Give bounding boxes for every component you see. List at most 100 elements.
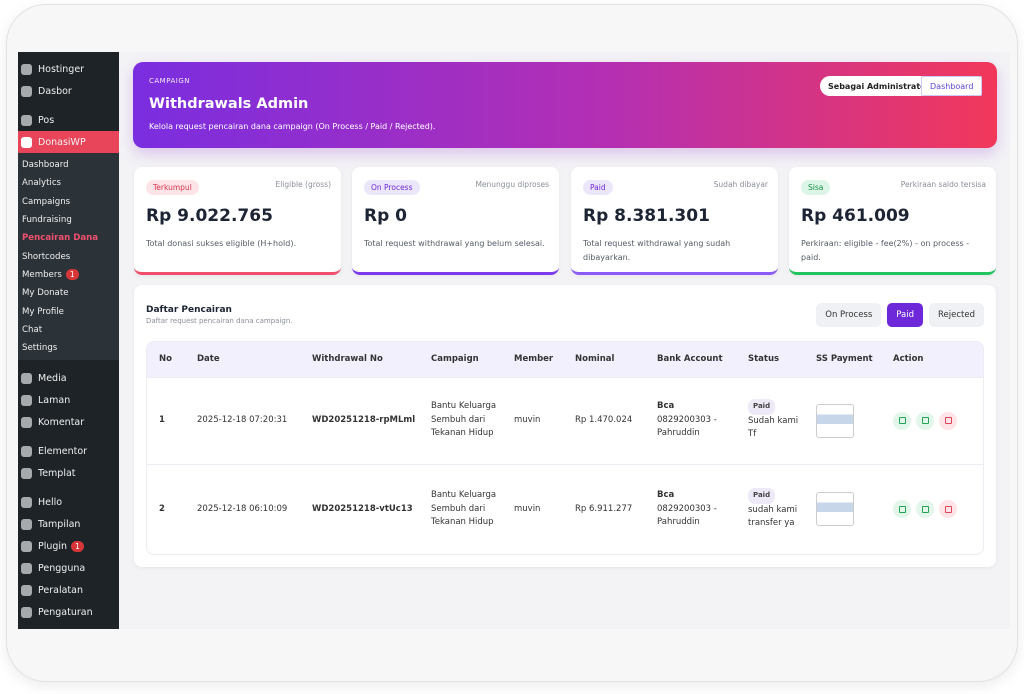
card-note: Eligible (gross) — [275, 180, 331, 189]
sidebar: Hostinger Dasbor Pos DonasiWP Dashboard Analy… — [18, 52, 119, 629]
withdrawal-table: No Date Withdrawal No Campaign Member Nominal… — [147, 342, 983, 554]
status-badge: Paid — [748, 488, 776, 504]
eyebrow: CAMPAIGN — [149, 77, 191, 85]
menu-icon — [21, 136, 32, 148]
cell-screenshot — [804, 376, 881, 464]
menu-label: Elementor — [38, 445, 88, 457]
cell-withdrawal: WD20251218-rpMLml — [300, 376, 419, 464]
menu-label: Komentar — [38, 416, 85, 428]
cell-member: muvin — [502, 463, 563, 554]
cell-no: 2 — [147, 463, 185, 554]
menu-item[interactable]: Pengaturan — [18, 601, 119, 623]
filter-button[interactable]: Paid — [887, 303, 924, 327]
menu-icon — [21, 85, 32, 97]
menu-item[interactable]: Media — [18, 367, 119, 389]
column-header: Member — [502, 342, 563, 377]
menu-item[interactable]: Hello — [18, 491, 119, 513]
menu-label: Laman — [38, 394, 71, 406]
delete-button[interactable] — [939, 500, 957, 519]
row-campaign: Bantu Keluarga Sembuh dari Tekanan Hidup — [431, 490, 497, 527]
filter-button[interactable]: On Process — [816, 303, 882, 327]
actions — [893, 411, 983, 430]
row-date: 2025-12-18 07:20:31 — [197, 414, 288, 425]
card-note: Sudah dibayar — [713, 180, 768, 189]
card-description: Total request withdrawal yang belum sele… — [364, 239, 545, 248]
menu-item[interactable]: Peralatan — [18, 579, 119, 601]
list-title: Daftar Pencairan — [146, 305, 232, 315]
column-header: Campaign — [419, 342, 502, 377]
submenu-item[interactable]: Dashboard — [18, 156, 119, 174]
cell-screenshot — [804, 463, 881, 554]
menu-icon — [21, 540, 32, 552]
menu-label: Hostinger — [38, 63, 85, 75]
delete-button[interactable] — [939, 411, 957, 430]
menu-item[interactable]: Komentar — [18, 411, 119, 433]
menu-label: DonasiWP — [38, 136, 86, 148]
menu-item[interactable]: DonasiWP — [18, 131, 119, 153]
card-amount: Rp 8.381.301 — [583, 206, 710, 226]
menu-icon — [21, 562, 32, 574]
submenu-item[interactable]: Chat — [18, 321, 119, 339]
card-amount: Rp 461.009 — [801, 206, 910, 226]
submenu-item[interactable]: My Profile — [18, 302, 119, 320]
column-header: Action — [881, 342, 983, 377]
card-description: Total donasi sukses eligible (H+hold). — [146, 239, 296, 248]
menu-label: Peralatan — [38, 584, 83, 596]
table-body: 1 2025-12-18 07:20:31 WD20251218-rpMLml Ban… — [147, 376, 983, 554]
column-header: Nominal — [563, 342, 645, 377]
payment-screenshot[interactable] — [816, 492, 854, 527]
menu-group: Media Laman Komentar — [18, 367, 119, 433]
upload-button[interactable] — [916, 500, 934, 519]
submenu-item[interactable]: Shortcodes — [18, 247, 119, 265]
menu-icon — [21, 467, 32, 479]
edit-button[interactable] — [893, 500, 911, 519]
submenu-item[interactable]: Campaigns — [18, 193, 119, 211]
row-no: 1 — [159, 414, 165, 425]
menu-group: Hostinger Dasbor — [18, 58, 119, 102]
dashboard-button[interactable]: Dashboard — [921, 76, 983, 96]
upload-button[interactable] — [916, 411, 934, 430]
cell-campaign: Bantu Keluarga Sembuh dari Tekanan Hidup — [419, 463, 502, 554]
menu-item[interactable]: Plugin 1 — [18, 535, 119, 557]
menu-item[interactable]: Hostinger — [18, 58, 119, 80]
submenu-label: My Profile — [22, 306, 64, 317]
menu-item[interactable]: Templat — [18, 462, 119, 484]
menu-badge: 1 — [71, 540, 84, 552]
action-icon — [921, 417, 929, 424]
edit-button[interactable] — [893, 411, 911, 430]
stat-card: Paid Sudah dibayar Rp 8.381.301 Total reque… — [571, 167, 778, 275]
menu-item[interactable]: Laman — [18, 389, 119, 411]
menu-item[interactable]: Tampilan — [18, 513, 119, 535]
submenu-label: Dashboard — [22, 160, 69, 171]
cell-date: 2025-12-18 06:10:09 — [185, 463, 300, 554]
column-header: Date — [185, 342, 300, 377]
menu-group: Elementor Templat — [18, 440, 119, 484]
submenu-item[interactable]: Pencairan Dana — [18, 229, 119, 247]
menu-item[interactable]: Pos — [18, 109, 119, 131]
card-badge: Paid — [583, 180, 613, 195]
menu-item[interactable]: Dasbor — [18, 80, 119, 102]
menu-label: Pos — [38, 114, 55, 126]
submenu-item[interactable]: Fundraising — [18, 211, 119, 229]
submenu-item[interactable]: Settings — [18, 339, 119, 357]
cell-campaign: Bantu Keluarga Sembuh dari Tekanan Hidup — [419, 376, 502, 464]
cell-bank: Bca 0829200303 - Pahruddin — [645, 376, 736, 464]
submenu-label: Members — [22, 269, 62, 280]
row-no: 2 — [159, 503, 165, 514]
row-member: muvin — [514, 503, 541, 514]
menu-item[interactable]: Elementor — [18, 440, 119, 462]
action-icon — [898, 417, 906, 424]
submenu-item[interactable]: My Donate — [18, 284, 119, 302]
role-button[interactable]: Sebagai Administrator — [820, 76, 938, 96]
cell-actions — [881, 463, 983, 554]
filter-button[interactable]: Rejected — [929, 303, 984, 327]
menu-item[interactable]: Pengguna — [18, 557, 119, 579]
submenu-item[interactable]: Analytics — [18, 174, 119, 192]
action-icon — [944, 417, 952, 424]
card-badge: On Process — [364, 180, 420, 195]
row-withdrawal-no: WD20251218-rpMLml — [312, 414, 416, 425]
menu-label: Hello — [38, 496, 63, 508]
payment-screenshot[interactable] — [816, 403, 854, 438]
row-member: muvin — [514, 414, 541, 425]
submenu-item[interactable]: Members 1 — [18, 266, 119, 284]
